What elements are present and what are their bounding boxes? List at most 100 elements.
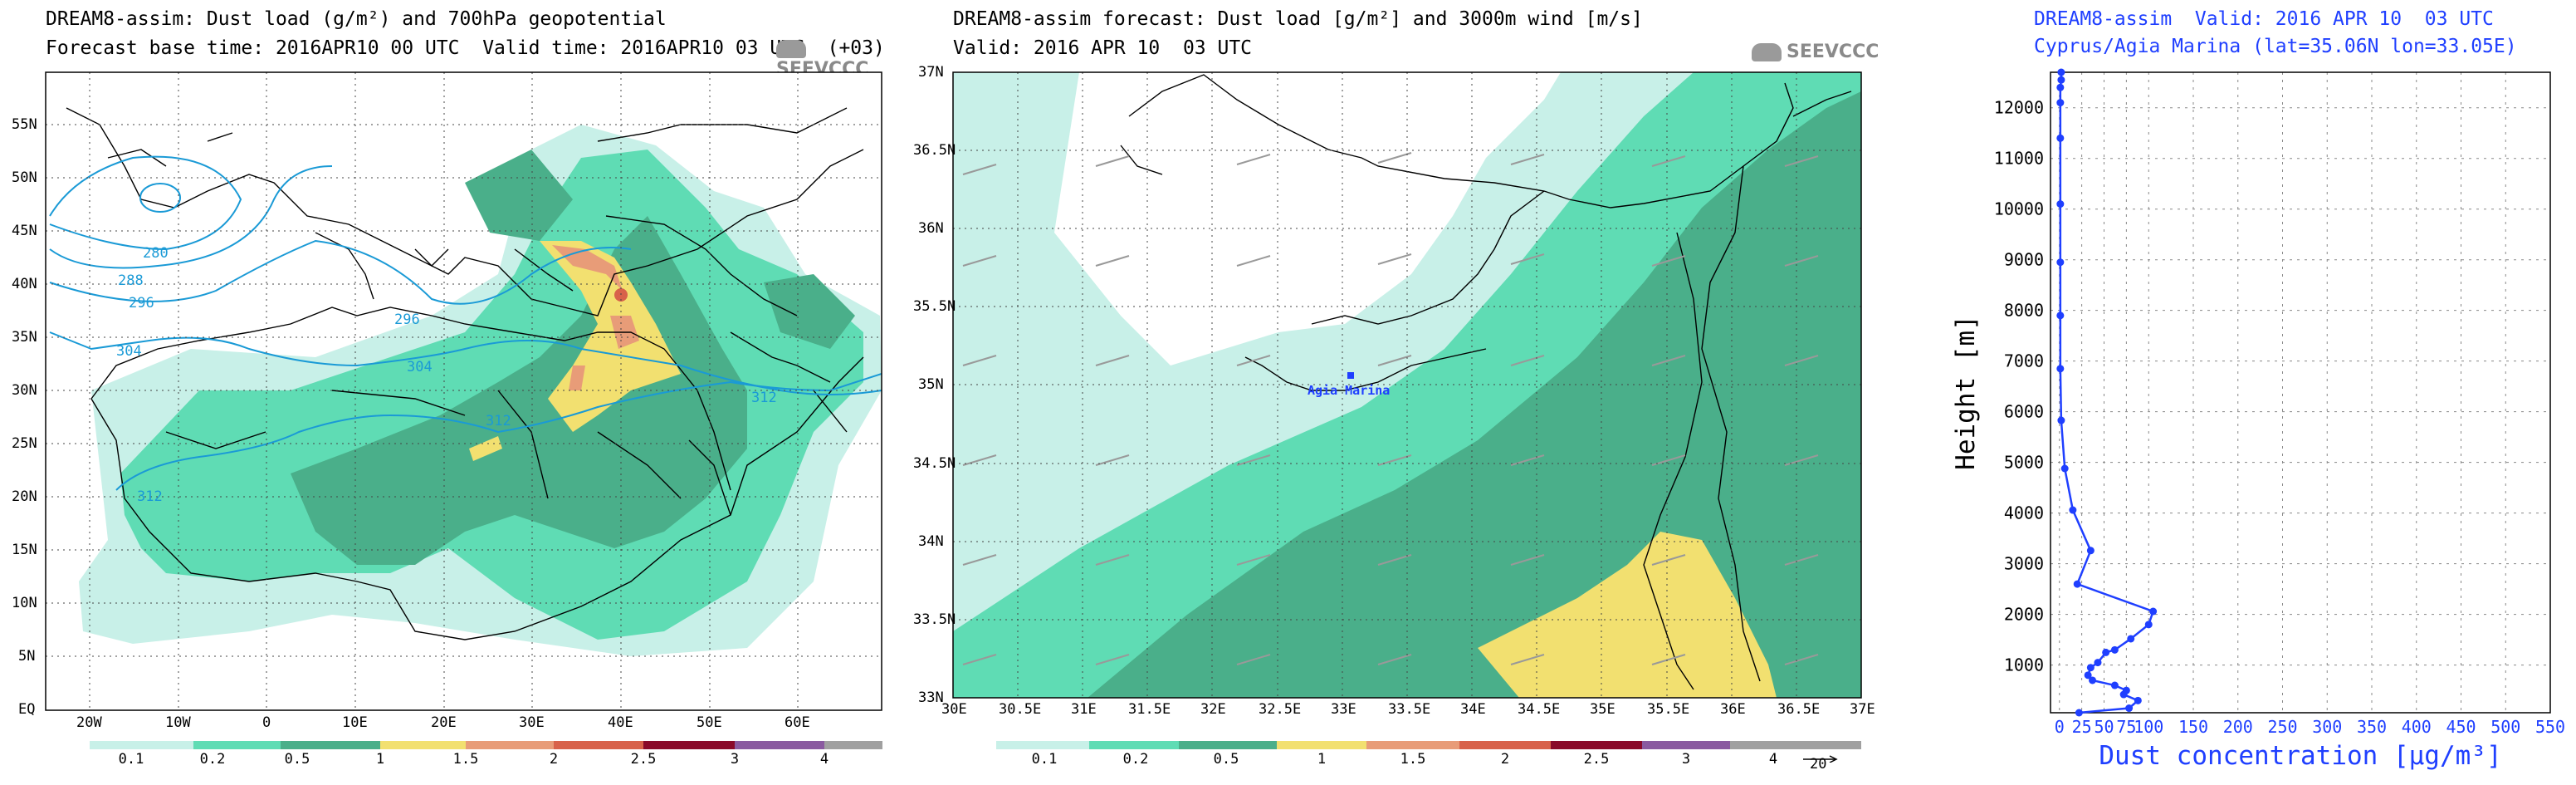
- lon-tick-label: 30.5E: [999, 701, 1042, 718]
- lon-tick-label: 36E: [1720, 701, 1746, 718]
- lon-tick-label: 31E: [1071, 701, 1097, 718]
- lon-tick-label: 31.5E: [1128, 701, 1171, 718]
- colorbar-tick: 0.1: [1031, 751, 1058, 768]
- lat-tick-label: 5N: [18, 648, 36, 665]
- lat-tick-label: 35N: [918, 376, 944, 393]
- profile-point: [2057, 416, 2065, 424]
- x-tick-label: 50: [2094, 717, 2114, 737]
- colorbar-tick: 2.5: [1583, 751, 1610, 768]
- dust-region-1.5: [569, 366, 585, 390]
- lon-tick-label: 32.5E: [1259, 701, 1302, 718]
- x-tick-label: 200: [2223, 717, 2253, 737]
- lon-tick-label: 34.5E: [1518, 701, 1561, 718]
- lat-tick-label: 33N: [918, 689, 944, 706]
- profile-point: [2094, 659, 2102, 667]
- middle-dust-map: [952, 71, 1862, 699]
- profile-point: [2102, 648, 2110, 656]
- contour-label: 304: [116, 343, 142, 360]
- profile-subtitle: Cyprus/Agia Marina (lat=35.06N lon=33.05…: [2034, 36, 2517, 57]
- colorbar-tick: 2: [549, 751, 559, 768]
- y-tick-label: 9000: [2004, 250, 2044, 270]
- profile-point: [2073, 580, 2081, 588]
- x-tick-label: 350: [2357, 717, 2387, 737]
- dust-region-0.5: [465, 150, 573, 241]
- plot-frame: [2050, 71, 2551, 714]
- profile-point: [2056, 134, 2065, 142]
- y-tick-label: 3000: [2004, 554, 2044, 574]
- middle-colorbar: [996, 741, 1861, 763]
- lon-tick-label: 37E: [1850, 701, 1875, 718]
- x-tick-label: 100: [2134, 717, 2163, 737]
- profile-point: [2056, 258, 2065, 267]
- lon-tick-label: 0: [262, 714, 271, 731]
- lon-tick-label: 10E: [342, 714, 368, 731]
- colorbar-tick: 2.5: [630, 751, 657, 768]
- contour-label: 312: [486, 413, 511, 429]
- x-tick-label: 500: [2490, 717, 2520, 737]
- profile-point: [2056, 200, 2065, 209]
- profile-point: [2057, 76, 2065, 84]
- lon-tick-label: 20E: [431, 714, 457, 731]
- profile-point: [2056, 83, 2065, 91]
- x-tick-label: 150: [2178, 717, 2208, 737]
- left-colorbar: [90, 741, 882, 749]
- y-tick-label: 4000: [2004, 503, 2044, 523]
- colorbar-tick: 1.5: [452, 751, 479, 768]
- profile-line: [2059, 72, 2155, 714]
- profile-point: [2127, 635, 2135, 643]
- y-tick-label: 1000: [2004, 655, 2044, 675]
- lat-tick-label: 36N: [918, 220, 944, 237]
- contour-296: [49, 239, 632, 305]
- lat-tick-label: 10N: [12, 595, 37, 611]
- x-tick-label: 250: [2267, 717, 2297, 737]
- contour-312: [115, 373, 882, 491]
- lon-tick-label: 34E: [1460, 701, 1486, 718]
- contour-280: [49, 155, 242, 251]
- lon-tick-label: 30E: [519, 714, 545, 731]
- profile-point: [2134, 696, 2142, 704]
- colorbar-tick: 1: [1317, 751, 1327, 768]
- lat-tick-label: 45N: [12, 223, 37, 239]
- colorbar-tick: 0.2: [1122, 751, 1149, 768]
- x-tick-label: 550: [2535, 717, 2565, 737]
- profile-point: [2086, 547, 2095, 555]
- profile-panel: DREAM8-assim Valid: 2016 APR 10 03 UTC C…: [1909, 0, 2574, 785]
- station-marker: [1347, 372, 1354, 379]
- x-tick-label: 300: [2312, 717, 2342, 737]
- contour-label: 288: [118, 272, 144, 289]
- lat-tick-label: 25N: [12, 435, 37, 452]
- lon-tick-label: 35E: [1590, 701, 1615, 718]
- lon-tick-label: 35.5E: [1647, 701, 1690, 718]
- x-tick-label: 25: [2072, 717, 2092, 737]
- colorbar-tick: 0.5: [284, 751, 310, 768]
- contour-label: 296: [129, 295, 154, 312]
- colorbar-tick: 3: [730, 751, 740, 768]
- lat-tick-label: 15N: [12, 542, 37, 558]
- profile-point: [2089, 676, 2097, 684]
- x-tick-label: 400: [2402, 717, 2432, 737]
- profile-point: [2056, 312, 2065, 320]
- y-tick-label: 7000: [2004, 351, 2044, 371]
- contour-label: 312: [137, 488, 163, 505]
- dust-region-1: [469, 436, 502, 461]
- lat-tick-label: 33.5N: [913, 611, 956, 628]
- lat-tick-label: 20N: [12, 488, 37, 505]
- colorbar-tick: 2: [1500, 751, 1510, 768]
- lat-tick-label: 37N: [918, 64, 944, 81]
- profile-point: [2122, 686, 2130, 694]
- colorbar-tick: 1: [375, 751, 385, 768]
- middle-map-title: DREAM8-assim forecast: Dust load [g/m²] …: [953, 8, 1643, 30]
- lon-tick-label: 10W: [165, 714, 191, 731]
- x-tick-label: 450: [2446, 717, 2476, 737]
- profile-point: [2060, 464, 2069, 473]
- lon-tick-label: 40E: [608, 714, 633, 731]
- colorbar-tick: 1.5: [1400, 751, 1426, 768]
- colorbar-tick: 4: [1768, 751, 1778, 768]
- lon-tick-label: 50E: [697, 714, 722, 731]
- y-tick-label: 12000: [1994, 98, 2044, 118]
- profile-title: DREAM8-assim Valid: 2016 APR 10 03 UTC: [2034, 8, 2494, 30]
- x-tick-label: 75: [2116, 717, 2136, 737]
- contour-304: [49, 331, 882, 395]
- profile-point: [2056, 99, 2065, 107]
- colorbar-tick: 0.5: [1213, 751, 1239, 768]
